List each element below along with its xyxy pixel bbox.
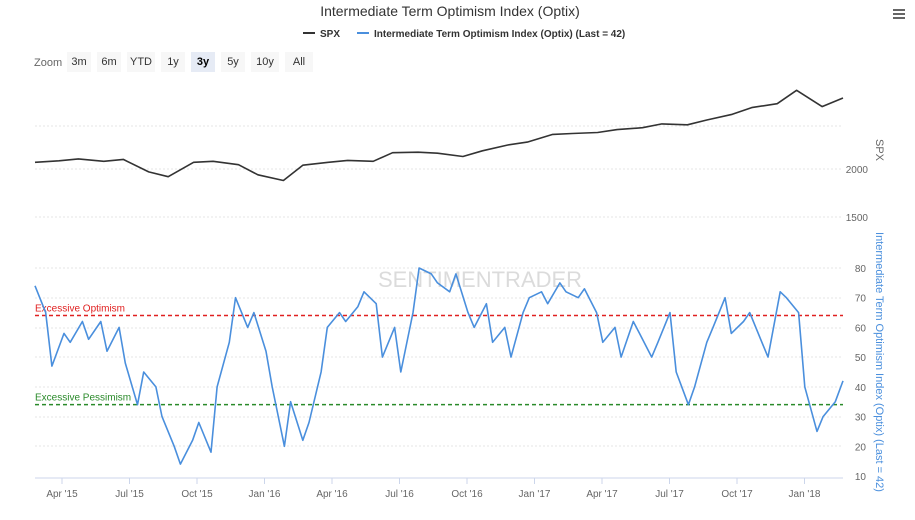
spx-axis-title: SPX <box>873 139 885 162</box>
x-tick-label: Apr '16 <box>316 489 348 500</box>
legend-optix[interactable]: Intermediate Term Optimism Index (Optix)… <box>357 29 625 40</box>
optix-tick-label: 50 <box>855 353 867 364</box>
optix-series-line[interactable] <box>34 267 844 465</box>
zoom-button-3y[interactable]: 3y <box>191 52 215 72</box>
legend-spx[interactable]: SPX <box>303 29 340 40</box>
x-tick-label: Jul '15 <box>115 489 144 500</box>
zoom-button-10y[interactable]: 10y <box>251 52 279 72</box>
spx-tick-label: 2000 <box>846 165 869 176</box>
zoom-label: Zoom <box>34 57 62 69</box>
zoom-button-all[interactable]: All <box>285 52 313 72</box>
x-tick-label: Apr '17 <box>586 489 618 500</box>
spx-series-line[interactable] <box>34 89 844 182</box>
x-tick-label: Jul '17 <box>655 489 684 500</box>
x-tick-label: Oct '16 <box>451 489 483 500</box>
hamburger-icon[interactable] <box>893 9 905 19</box>
optix-tick-label: 20 <box>855 442 867 453</box>
x-tick-label: Jan '16 <box>249 489 281 500</box>
optix-tick-label: 10 <box>855 472 867 483</box>
x-tick-label: Jul '16 <box>385 489 414 500</box>
optix-tick-label: 80 <box>855 264 867 275</box>
zoom-button-1y[interactable]: 1y <box>161 52 185 72</box>
chart-title: Intermediate Term Optimism Index (Optix) <box>320 3 580 19</box>
x-tick-label: Jan '18 <box>789 489 821 500</box>
x-tick-label: Oct '15 <box>181 489 213 500</box>
zoom-button-3m[interactable]: 3m <box>67 52 91 72</box>
band-label: Excessive Pessimism <box>35 393 131 404</box>
legend-spx-label: SPX <box>320 29 340 40</box>
optix-tick-label: 70 <box>855 294 867 305</box>
spx-tick-label: 1500 <box>846 213 869 224</box>
optix-axis-title: Intermediate Term Optimism Index (Optix)… <box>873 232 885 492</box>
x-tick-label: Oct '17 <box>721 489 753 500</box>
zoom-button-5y[interactable]: 5y <box>221 52 245 72</box>
optix-tick-label: 40 <box>855 383 867 394</box>
watermark: SENTIMENTRADER <box>378 267 582 292</box>
x-tick-label: Jan '17 <box>519 489 551 500</box>
optix-tick-label: 30 <box>855 413 867 424</box>
zoom-button-6m[interactable]: 6m <box>97 52 121 72</box>
legend-optix-label: Intermediate Term Optimism Index (Optix)… <box>374 29 625 40</box>
band-label: Excessive Optimism <box>35 304 125 315</box>
optix-tick-label: 60 <box>855 323 867 334</box>
zoom-button-ytd[interactable]: YTD <box>127 52 155 72</box>
x-tick-label: Apr '15 <box>46 489 78 500</box>
